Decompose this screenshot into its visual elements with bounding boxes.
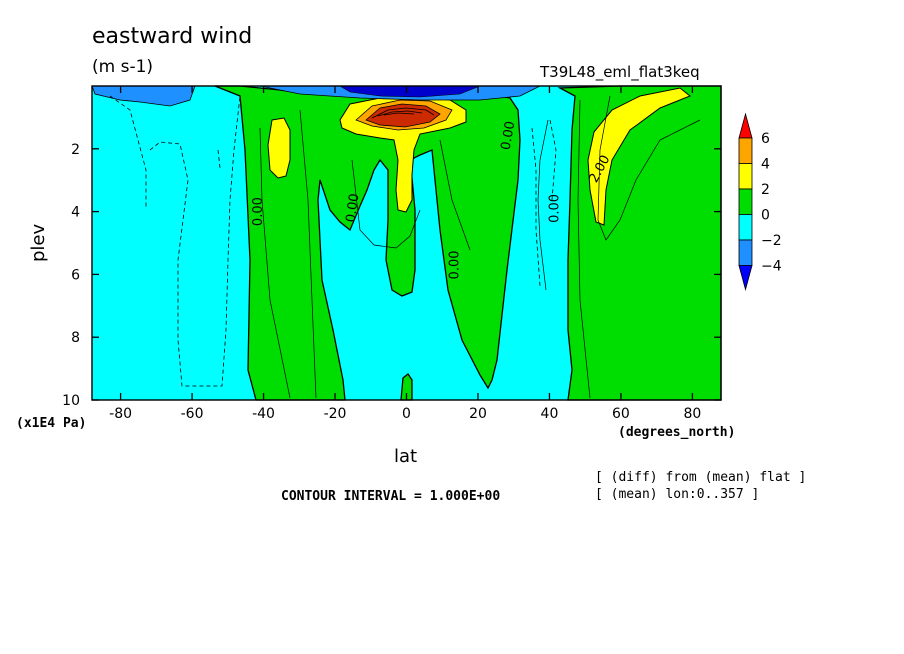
x-tick-label: -80 xyxy=(109,406,132,422)
contour-label: 0.00 xyxy=(251,197,266,226)
colorbar-label: −2 xyxy=(761,233,782,249)
field-positive-0-2-right xyxy=(557,85,722,401)
note-mean: [ (mean) lon:0..357 ] xyxy=(595,487,760,502)
dashed-contours xyxy=(109,95,557,387)
chart-units: (m s-1) xyxy=(92,57,154,77)
x-tick-label: -20 xyxy=(324,406,347,422)
x-axis-label: lat xyxy=(394,446,418,467)
y-axis-label: plev xyxy=(28,223,49,262)
y-tick-label: 2 xyxy=(71,142,80,158)
contour-label: 0.00 xyxy=(344,193,363,224)
contour-label: 0.00 xyxy=(547,194,562,223)
colorbar-label: −4 xyxy=(761,259,782,275)
x-tick-label: -60 xyxy=(181,406,204,422)
y-tick-label: 4 xyxy=(71,205,80,221)
colorbar-segment xyxy=(738,137,753,164)
contour-labels: 0.00 0.000.000.000.002.00 xyxy=(251,120,614,279)
filled-contours xyxy=(91,85,722,401)
colorbar: 6 4 2 0 −2 −4 xyxy=(738,112,782,292)
y-tick-label: 6 xyxy=(71,267,80,283)
axes: -80 -60 -40 -20 0 20 40 60 80 2 4 6 8 10 xyxy=(62,85,722,422)
chart-title: eastward wind xyxy=(92,24,253,49)
x-tick-label: -40 xyxy=(252,406,275,422)
x-ticks: -80 -60 -40 -20 0 20 40 60 80 xyxy=(109,86,701,422)
colorbar-segment xyxy=(738,188,753,215)
colorbar-label: 2 xyxy=(761,182,770,198)
thin-contours xyxy=(259,95,701,399)
colorbar-label: 0 xyxy=(761,208,770,224)
contour-interval: CONTOUR INTERVAL = 1.000E+00 xyxy=(281,489,501,504)
colorbar-segment xyxy=(738,239,753,266)
field-positive-2-4-right xyxy=(587,87,691,226)
y-axis-units: (x1E4 Pa) xyxy=(16,416,87,431)
x-tick-label: 40 xyxy=(541,406,559,422)
note-diff: [ (diff) from (mean) flat ] xyxy=(595,470,807,485)
colorbar-cap-top xyxy=(738,112,753,139)
colorbar-segment xyxy=(738,163,753,190)
y-ticks: 2 4 6 8 10 xyxy=(62,142,721,409)
colorbar-cap-bottom xyxy=(738,265,753,292)
colorbar-segment xyxy=(738,214,753,241)
x-axis-units: (degrees_north) xyxy=(618,425,736,440)
colorbar-label: 6 xyxy=(761,131,770,147)
contour-label: 0.00 xyxy=(499,120,519,151)
y-tick-label: 10 xyxy=(62,393,80,409)
x-tick-label: 0 xyxy=(402,406,411,422)
field-positive-2-4-left xyxy=(267,117,291,179)
field-negative-upper-left xyxy=(91,85,196,107)
experiment-label: T39L48_eml_flat3keq xyxy=(540,63,700,81)
x-tick-label: 20 xyxy=(469,406,487,422)
contour-label: 0.00 xyxy=(447,251,462,280)
colorbar-label: 4 xyxy=(761,157,770,173)
x-tick-label: 80 xyxy=(683,406,701,422)
x-tick-label: 60 xyxy=(612,406,630,422)
core-contours xyxy=(371,107,435,119)
y-tick-label: 8 xyxy=(71,330,80,346)
